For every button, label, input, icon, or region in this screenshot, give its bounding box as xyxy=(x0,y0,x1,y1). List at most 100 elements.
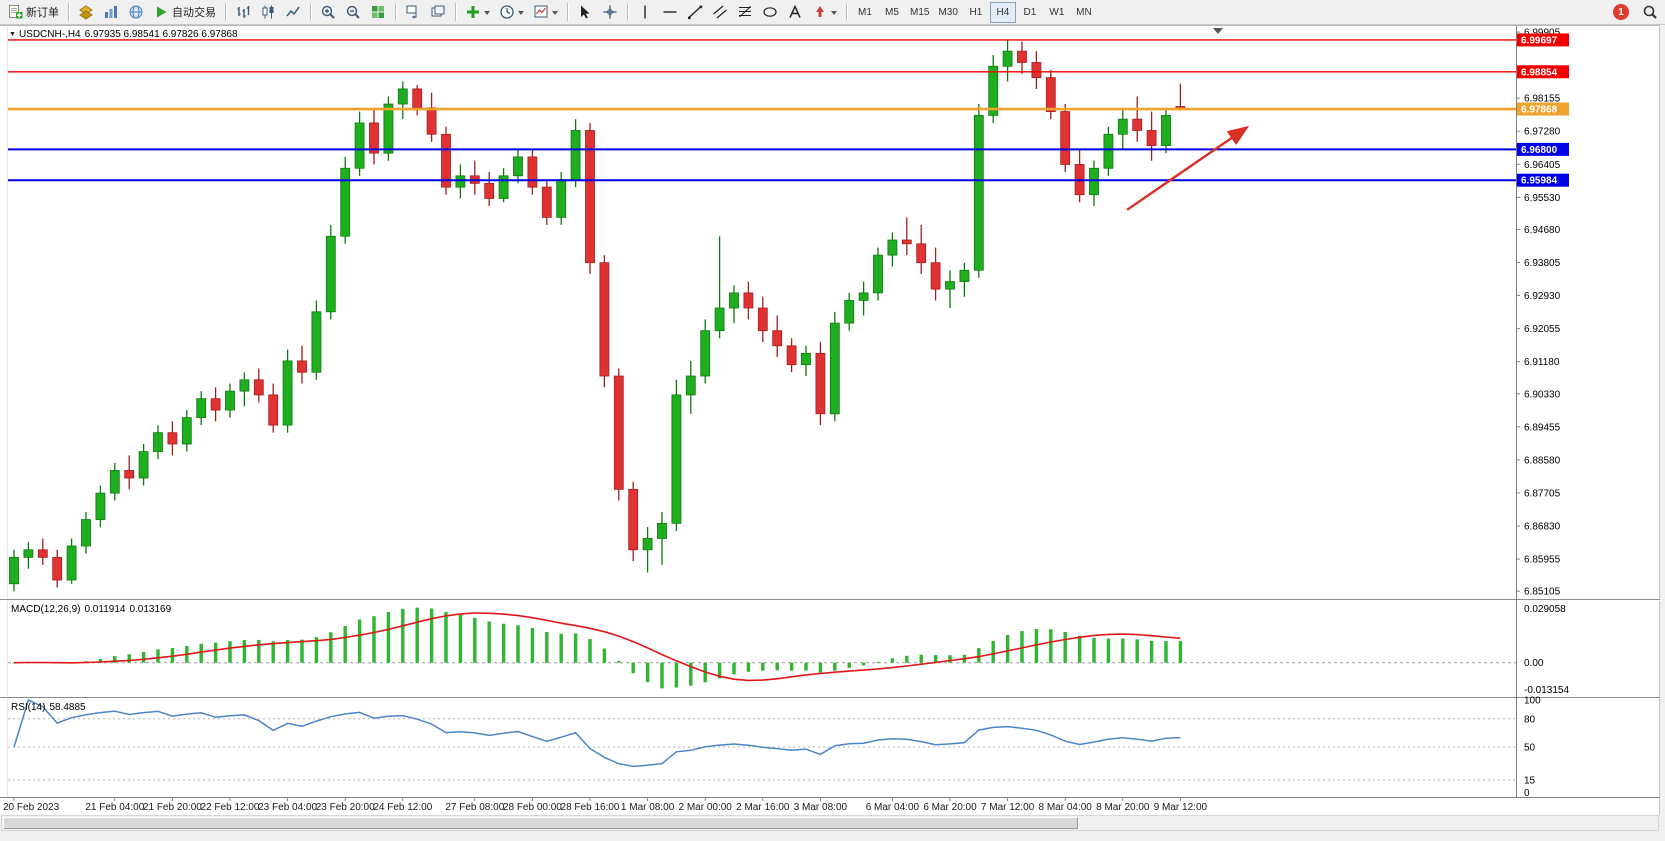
bar-chart-mode-button[interactable] xyxy=(231,2,255,23)
timeframe-W1[interactable]: W1 xyxy=(1044,2,1070,23)
timeframe-MN[interactable]: MN xyxy=(1071,2,1097,23)
candle-body xyxy=(714,307,725,332)
add-indicator-button[interactable] xyxy=(461,2,494,23)
timeframe-H1[interactable]: H1 xyxy=(963,2,989,23)
timeframe-M1[interactable]: M1 xyxy=(852,2,878,23)
toolbar-separator xyxy=(310,3,311,21)
horizontal-line-tool-button[interactable] xyxy=(658,2,682,23)
toolbar-separator xyxy=(395,3,396,21)
candle-body xyxy=(369,122,379,154)
candle-body xyxy=(225,390,235,411)
search-button[interactable] xyxy=(1638,2,1662,23)
autotrading-button[interactable]: 自动交易 xyxy=(149,2,220,23)
zoom-in-button[interactable] xyxy=(316,2,340,23)
macd-bar xyxy=(1135,639,1139,663)
arrange-windows-button[interactable] xyxy=(401,2,425,23)
text-tool-button[interactable] xyxy=(783,2,807,23)
arrow-marker-icon xyxy=(816,6,824,17)
rsi-indicator-label: RSI(14) 58.4885 xyxy=(11,702,90,713)
candle-body xyxy=(873,254,883,294)
clock-icon xyxy=(500,5,514,19)
candle-body xyxy=(585,130,595,264)
macd-bar xyxy=(804,662,808,671)
layers-button[interactable] xyxy=(74,2,98,23)
macd-bar xyxy=(602,648,607,663)
price-badge xyxy=(1517,173,1569,187)
notification-badge[interactable]: 1 xyxy=(1613,4,1629,20)
template-button[interactable] xyxy=(529,2,562,23)
macd-bar xyxy=(1063,631,1067,663)
macd-bar xyxy=(1106,638,1111,663)
shapes-tool-button[interactable] xyxy=(758,2,782,23)
macd-bar xyxy=(516,625,520,663)
macd-bar xyxy=(357,619,362,663)
chart-menu-arrow-icon[interactable]: ▼ xyxy=(9,31,16,38)
market-watch-button[interactable] xyxy=(99,2,123,23)
macd-bar xyxy=(847,662,851,668)
line-chart-mode-button[interactable] xyxy=(281,2,305,23)
candle-body xyxy=(642,538,653,551)
candlestick-icon xyxy=(262,5,274,19)
rsi-value: 58.4885 xyxy=(49,702,86,713)
cascade-windows-icon xyxy=(431,5,445,17)
community-button[interactable] xyxy=(124,2,148,23)
trendline-tool-button[interactable] xyxy=(683,2,707,23)
macd-bar xyxy=(300,639,304,663)
candle-body xyxy=(210,398,221,411)
zoom-out-button[interactable] xyxy=(341,2,365,23)
autotrading-play-icon xyxy=(157,6,167,18)
horizontal-scrollbar[interactable] xyxy=(1,815,1659,831)
channel-tool-button[interactable] xyxy=(708,2,732,23)
candle-body xyxy=(455,175,466,188)
line-chart-icon xyxy=(286,6,300,17)
macd-bar xyxy=(674,662,679,688)
macd-bar xyxy=(156,649,160,663)
trend-arrow-annotation[interactable] xyxy=(1126,125,1250,211)
candle-body xyxy=(23,549,34,558)
macd-bar xyxy=(617,660,621,663)
fibonacci-tool-button[interactable] xyxy=(733,2,757,23)
cursor-tool-button[interactable] xyxy=(573,2,597,23)
timeframe-D1[interactable]: D1 xyxy=(1017,2,1043,23)
new-order-icon xyxy=(9,5,23,19)
new-order-button[interactable]: 新订单 xyxy=(3,2,63,23)
timeframe-H4[interactable]: H4 xyxy=(989,1,1016,23)
macd-bar xyxy=(732,662,736,675)
tile-windows-button[interactable] xyxy=(366,2,390,23)
search-icon xyxy=(1643,5,1657,19)
cascade-windows-button[interactable] xyxy=(426,2,450,23)
dropdown-caret xyxy=(552,10,558,18)
vertical-line-tool-button[interactable] xyxy=(633,2,657,23)
candle-body xyxy=(66,545,77,581)
arrange-windows-icon xyxy=(406,5,417,19)
candle-body xyxy=(916,243,927,264)
timeframe-M30[interactable]: M30 xyxy=(934,2,961,23)
price-scale-area[interactable] xyxy=(1517,26,1660,797)
chart-background xyxy=(0,25,1660,815)
macd-bar xyxy=(501,623,506,663)
arrows-tool-button[interactable] xyxy=(808,2,841,23)
shapes-icon xyxy=(763,7,777,17)
candle-body xyxy=(1146,130,1157,146)
period-selector-button[interactable] xyxy=(495,2,528,23)
candlestick-mode-button[interactable] xyxy=(256,2,280,23)
crosshair-tool-button[interactable] xyxy=(598,2,622,23)
time-axis-label: 6 Mar 04:00 xyxy=(866,802,920,813)
channel-icon xyxy=(713,5,727,19)
macd-bar xyxy=(199,643,203,663)
candle-body xyxy=(988,65,999,116)
candle-body xyxy=(757,307,768,332)
time-axis-label: 24 Feb 12:00 xyxy=(373,802,432,813)
price-badge xyxy=(1517,33,1569,47)
timeframe-M5[interactable]: M5 xyxy=(879,2,905,23)
price-badge-label: 6.95984 xyxy=(1521,176,1558,187)
price-badge xyxy=(1517,102,1569,116)
time-axis-label: 3 Mar 08:00 xyxy=(794,802,848,813)
time-axis-label: 20 Feb 2023 xyxy=(3,802,60,813)
candle-body xyxy=(901,239,912,245)
timeframe-M15[interactable]: M15 xyxy=(906,2,933,23)
time-axis-area[interactable] xyxy=(0,798,1516,814)
horizontal-scrollbar-thumb[interactable] xyxy=(3,817,1078,829)
toolbar-separator xyxy=(455,3,456,21)
